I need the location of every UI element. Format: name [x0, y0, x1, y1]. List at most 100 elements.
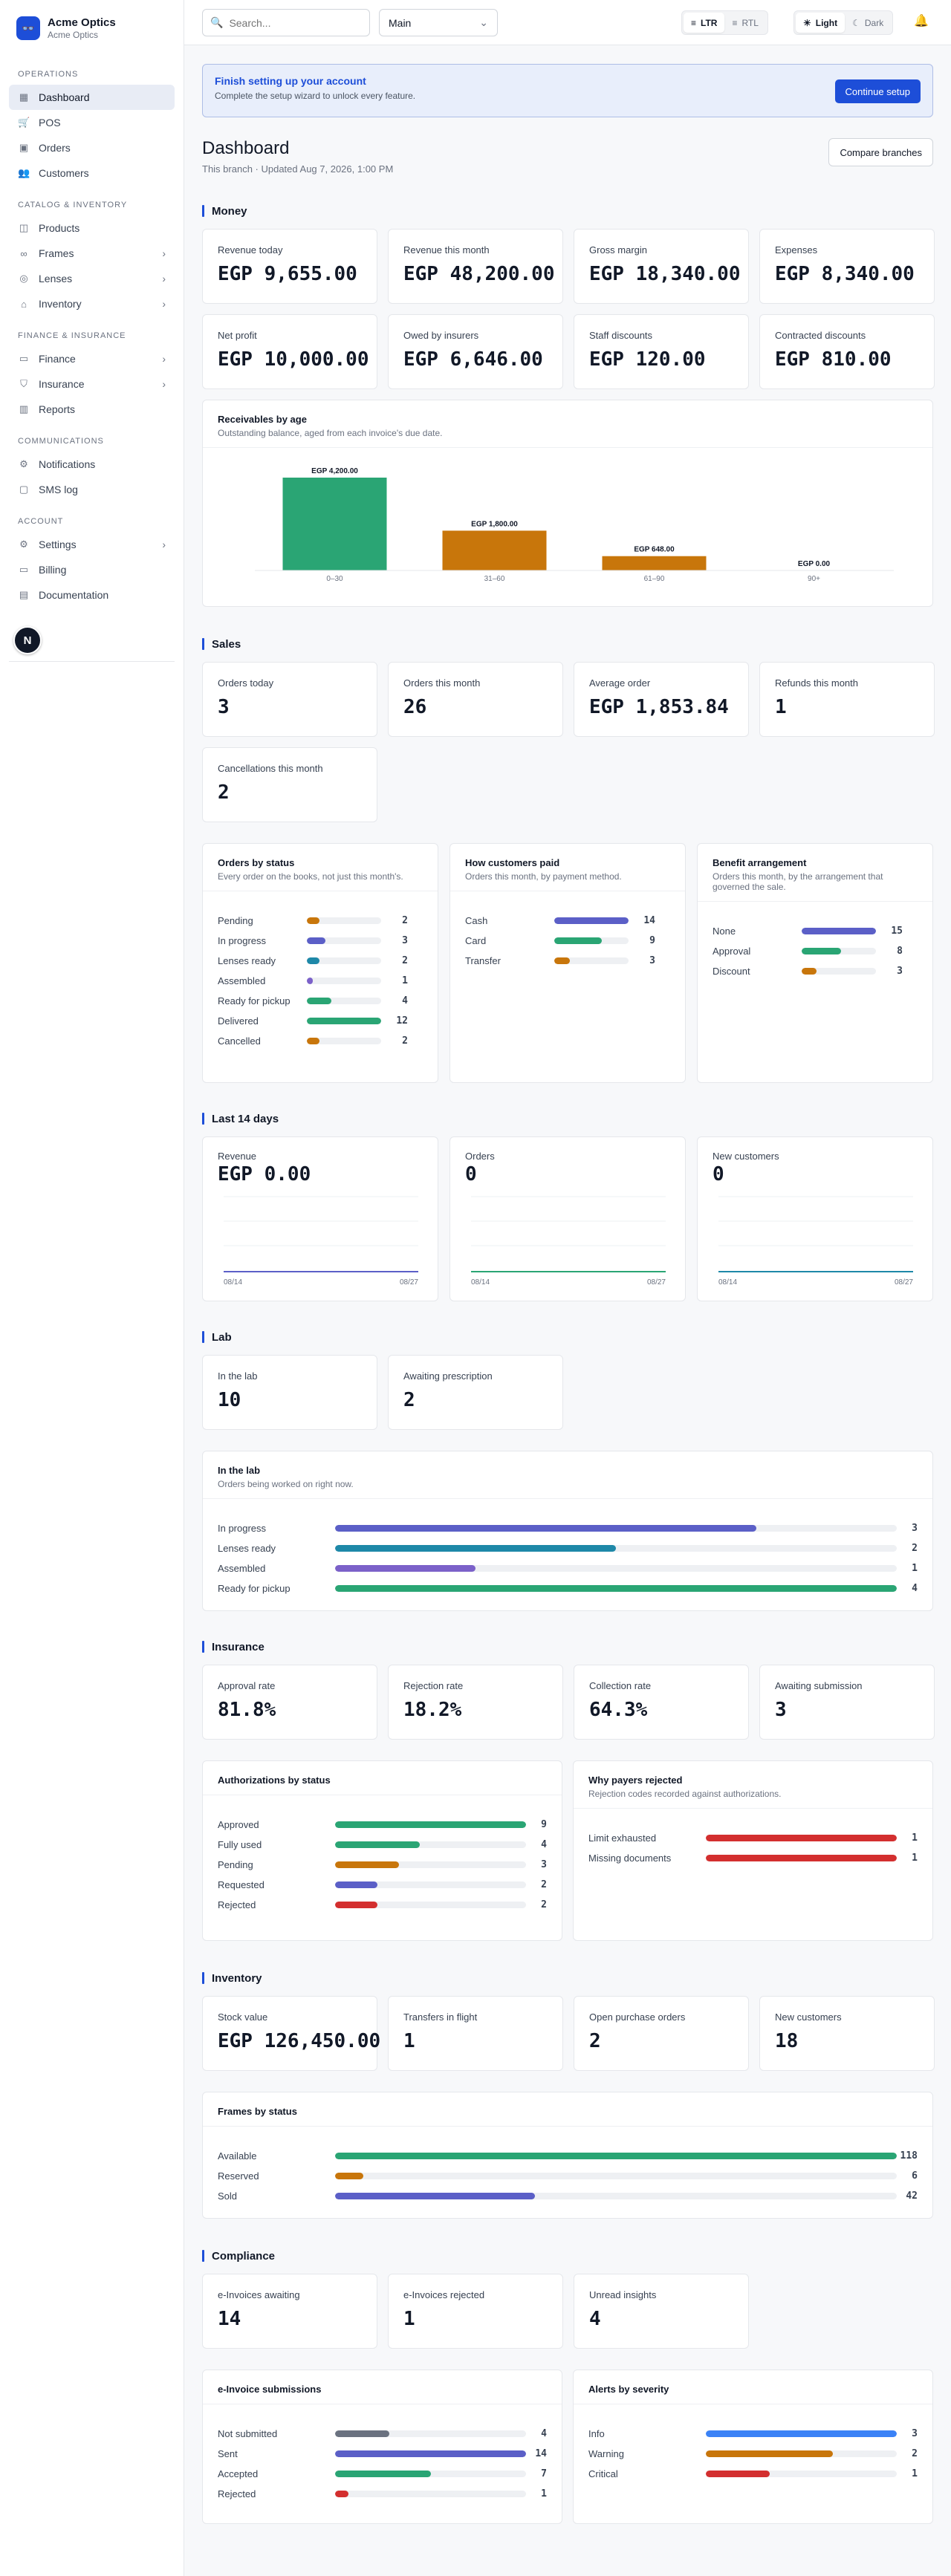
bar-row-in-progress: In progress 3 — [218, 1518, 918, 1538]
trend-chart: 08/14 08/27 — [224, 1196, 418, 1287]
receivables-data-label: EGP 4,200.00 — [311, 467, 358, 475]
sidebar-item-customers[interactable]: 👥 Customers — [9, 160, 175, 186]
stat-card-approval-rate: Approval rate 81.8% — [202, 1665, 377, 1740]
stat-value: 1 — [403, 2308, 415, 2330]
section-inventory-title: Inventory — [202, 1971, 933, 1985]
trend-card-orders: 08/14 08/27 Orders 0 — [449, 1136, 686, 1301]
stat-value: EGP 810.00 — [775, 348, 892, 371]
orders-by-status-card: Orders by status Every order on the books… — [202, 843, 438, 1083]
brand-subtitle: Acme Optics — [48, 30, 99, 40]
sidebar-item-sms-log[interactable]: ▢ SMS log — [9, 477, 175, 502]
bar-track — [307, 937, 381, 944]
rtl-label: RTL — [741, 17, 759, 28]
sidebar-item-reports[interactable]: ▥ Reports — [9, 397, 175, 422]
nav-section-account: ACCOUNT — [18, 517, 64, 526]
avatar[interactable]: N — [13, 626, 42, 654]
shield-icon: ⛉ — [20, 378, 27, 389]
sidebar-item-finance[interactable]: ▭ Finance › — [9, 346, 175, 371]
continue-setup-button[interactable]: Continue setup — [834, 79, 921, 103]
dark-theme-button[interactable]: ☾ Dark — [845, 13, 891, 33]
bar-track — [335, 2471, 526, 2477]
light-theme-button[interactable]: ☀ Light — [796, 13, 845, 33]
bar-row-value: 7 — [541, 2468, 547, 2479]
nav-section-finance-insurance: FINANCE & INSURANCE — [18, 331, 126, 340]
search-box[interactable]: 🔍 — [202, 9, 370, 36]
chevron-down-icon: ⌄ — [479, 16, 488, 28]
setup-banner-title: Finish setting up your account — [215, 75, 366, 87]
bar-row-value: 2 — [402, 915, 408, 926]
bar-row-label: Lenses ready — [218, 955, 276, 966]
brand[interactable]: 👓 Acme Optics Acme Optics — [0, 0, 184, 55]
bell-icon[interactable]: 🔔 — [914, 15, 929, 27]
receivables-bar-0-30[interactable] — [282, 478, 387, 570]
topbar: 🔍 Main ⌄ ≡LTR ≡RTL ☀Light ☾Dark 🔔 — [184, 0, 951, 45]
compare-branches-button[interactable]: Compare branches — [828, 138, 933, 166]
sidebar-item-frames[interactable]: ∞ Frames › — [9, 241, 175, 266]
stat-value: 81.8% — [218, 1699, 276, 1721]
bar-row-label: Missing documents — [588, 1853, 672, 1864]
bar-fill — [335, 2153, 897, 2159]
bar-row-label: Rejected — [218, 1899, 256, 1910]
bar-fill — [307, 998, 332, 1004]
sidebar-item-settings[interactable]: ⚙ Settings › — [9, 532, 175, 557]
stat-card-revenue-today: Revenue today EGP 9,655.00 — [202, 229, 377, 304]
bar-track — [335, 1841, 526, 1848]
receivables-bar-61-90[interactable] — [602, 556, 707, 570]
sidebar-item-billing[interactable]: ▭ Billing — [9, 557, 175, 582]
trend-label: Revenue — [218, 1151, 257, 1162]
bar-fill — [307, 937, 325, 944]
stat-value: EGP 8,340.00 — [775, 263, 915, 285]
sidebar-item-documentation[interactable]: ▤ Documentation — [9, 582, 175, 608]
sidebar-item-dashboard[interactable]: ▦ Dashboard — [9, 85, 175, 110]
stat-label: Orders today — [218, 677, 274, 689]
sidebar-item-notifications[interactable]: ⚙ Notifications — [9, 452, 175, 477]
sidebar-item-label: Billing — [39, 564, 67, 576]
stat-value: EGP 6,646.00 — [403, 348, 543, 371]
book-icon: ▤ — [19, 589, 29, 600]
bar-fill — [307, 978, 314, 984]
bar-row-label: Sold — [218, 2190, 238, 2202]
bar-row-value: 9 — [541, 1819, 547, 1830]
search-input[interactable] — [229, 16, 363, 29]
receivables-tick-label: 90+ — [808, 575, 820, 583]
stat-label: Stock value — [218, 2011, 268, 2023]
bar-fill — [554, 917, 629, 924]
bar-fill — [706, 1835, 897, 1841]
sidebar-item-pos[interactable]: 🛒 POS — [9, 110, 175, 135]
sidebar-item-orders[interactable]: ▣ Orders — [9, 135, 175, 160]
bar-track — [307, 1038, 381, 1044]
stat-label: Awaiting prescription — [403, 1370, 493, 1382]
receivables-bar-31-60[interactable] — [442, 530, 547, 570]
sidebar-item-products[interactable]: ◫ Products — [9, 215, 175, 241]
ltr-button[interactable]: ≡ LTR — [684, 13, 725, 33]
bar-row-label: Not submitted — [218, 2428, 278, 2439]
chevron-right-icon: › — [162, 378, 166, 390]
bar-track — [706, 2450, 897, 2457]
sidebar-item-insurance[interactable]: ⛉ Insurance › — [9, 371, 175, 397]
bar-row-label: Delivered — [218, 1015, 259, 1027]
cart-icon: 🛒 — [18, 117, 30, 128]
stat-card-gross-margin: Gross margin EGP 18,340.00 — [574, 229, 749, 304]
stat-value: 64.3% — [589, 1699, 648, 1721]
sidebar-item-lenses[interactable]: ◎ Lenses › — [9, 266, 175, 291]
money-stats: Revenue today EGP 9,655.00 Revenue this mo… — [202, 229, 935, 389]
bar-row-value: 2 — [912, 2448, 918, 2459]
card-subtitle: Orders being worked on right now. — [218, 1479, 354, 1489]
bar-row-value: 3 — [402, 935, 408, 946]
sidebar-item-label: Lenses — [39, 273, 73, 284]
bar-track — [706, 2471, 897, 2477]
stat-card-awaiting-prescription: Awaiting prescription 2 — [388, 1355, 563, 1430]
bar-row-label: Rejected — [218, 2488, 256, 2499]
bar-row-value: 118 — [900, 2150, 918, 2162]
bar-row-not-submitted: Not submitted 4 — [218, 2424, 547, 2444]
branch-select[interactable]: Main ⌄ — [379, 9, 498, 36]
sidebar-item-label: Finance — [39, 353, 76, 365]
bar-row-pending: Pending 2 — [218, 911, 423, 931]
bar-row-reserved: Reserved 6 — [218, 2166, 918, 2186]
rtl-button[interactable]: ≡ RTL — [724, 13, 765, 33]
trend-label: New customers — [713, 1151, 779, 1162]
sidebar-item-inventory[interactable]: ⌂ Inventory › — [9, 291, 175, 316]
stat-value: 3 — [775, 1699, 787, 1721]
bar-row-label: Requested — [218, 1879, 264, 1890]
bar-fill — [335, 1545, 616, 1552]
